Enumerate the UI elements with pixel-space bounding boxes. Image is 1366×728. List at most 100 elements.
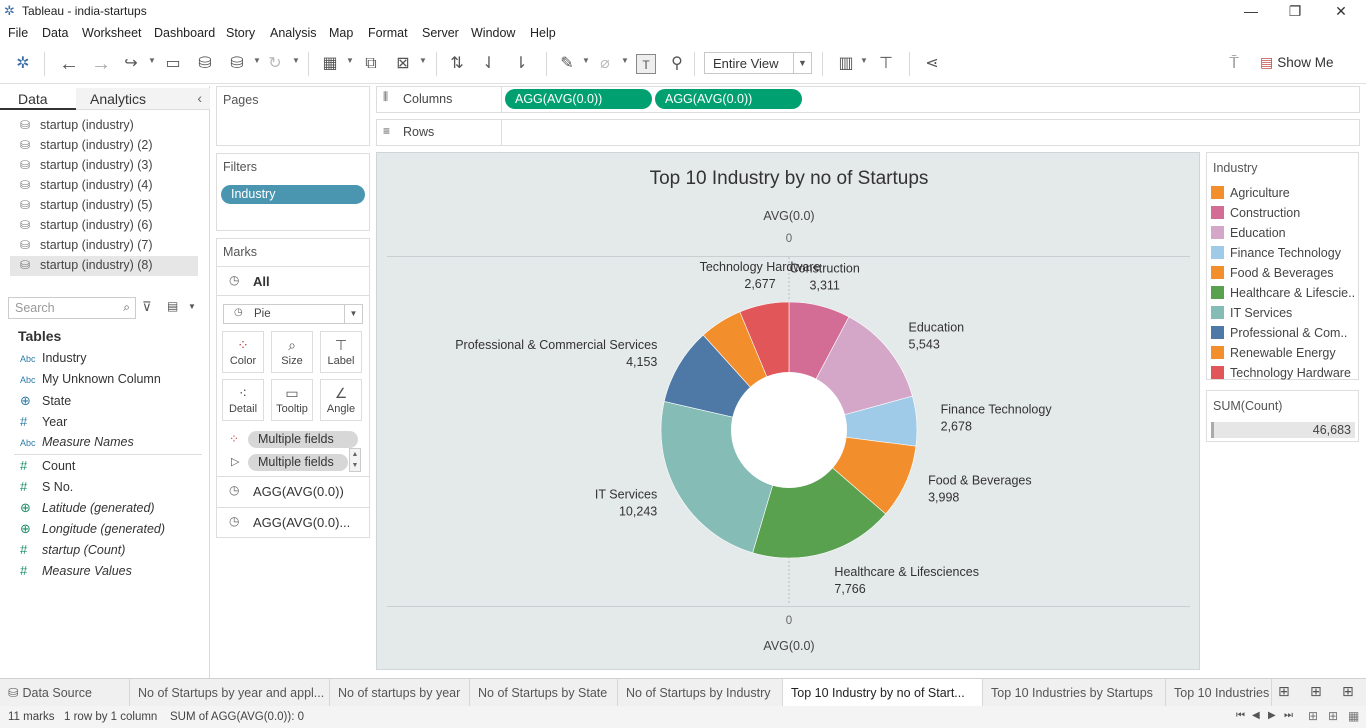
prev-sheet-icon[interactable]: ◀	[1252, 710, 1260, 721]
sort-descending-icon[interactable]: ⇂	[514, 55, 528, 72]
collapse-icon[interactable]: ‹	[197, 90, 202, 106]
tabs-view-icon[interactable]: ▦	[1348, 709, 1360, 723]
tab-analytics[interactable]: Analytics ‹	[76, 88, 210, 110]
legend-item-healthcare[interactable]: Healthcare & Lifescie..	[1211, 283, 1357, 303]
menu-help[interactable]: Help	[530, 26, 556, 40]
show-mark-labels-icon[interactable]: T	[636, 54, 656, 74]
legend-item-education[interactable]: Education	[1211, 223, 1357, 243]
size-button[interactable]: ⌕ Size	[271, 331, 313, 373]
legend-item-agriculture[interactable]: Agriculture	[1211, 183, 1357, 203]
field-measure-values[interactable]: # Measure Values	[20, 563, 132, 581]
menu-server[interactable]: Server	[422, 26, 459, 40]
filter-icon[interactable]: ⊽	[142, 299, 152, 314]
refresh-icon[interactable]: ↻	[268, 55, 282, 72]
tab-sheet[interactable]: Top 10 Industries	[1166, 679, 1272, 707]
pie-chart[interactable]: Construction 3,311 Education 5,543 Finance T…	[377, 153, 1201, 671]
swap-rows-columns-icon[interactable]: ⇅	[450, 55, 464, 72]
field-s-no[interactable]: # S No.	[20, 479, 73, 497]
sorter-view-icon[interactable]: ⊞	[1308, 709, 1319, 723]
marks-layer-1[interactable]: ◷ AGG(AVG(0.0))	[217, 476, 369, 506]
legend-item-food-beverages[interactable]: Food & Beverages	[1211, 263, 1357, 283]
color-field-pill[interactable]: Multiple fields	[248, 431, 358, 448]
show-cards-icon[interactable]: ▥	[838, 55, 854, 72]
datasource-item[interactable]: ⛁ startup (industry) (6)	[20, 218, 153, 236]
share-icon[interactable]: ⋖	[925, 55, 939, 72]
last-sheet-icon[interactable]: ⏭	[1284, 710, 1293, 721]
new-worksheet-icon[interactable]: ⊞	[1278, 683, 1290, 699]
new-datasource-icon[interactable]: ⛁	[198, 55, 212, 72]
color-button[interactable]: ⁘ Color	[222, 331, 264, 373]
datasource-item[interactable]: ⛁ startup (industry) (7)	[20, 238, 153, 256]
color-legend[interactable]: Industry Agriculture Construction Educat…	[1206, 152, 1359, 380]
view-options-icon[interactable]: ▤	[167, 299, 179, 313]
datasource-item[interactable]: ⛁ startup (industry) (4)	[20, 178, 153, 196]
tab-sheet[interactable]: No of Startups by year and appl...	[130, 679, 330, 707]
filter-pill-industry[interactable]: Industry	[221, 185, 365, 204]
field-latitude[interactable]: ⊕ Latitude (generated)	[20, 500, 155, 518]
tab-data-source[interactable]: ⛁ Data Source	[0, 679, 130, 707]
tab-sheet[interactable]: No of Startups by Industry	[618, 679, 783, 707]
save-icon[interactable]: ▭	[165, 55, 181, 72]
field-longitude[interactable]: ⊕ Longitude (generated)	[20, 521, 165, 539]
menu-dashboard[interactable]: Dashboard	[154, 26, 216, 40]
viz-canvas[interactable]: Top 10 Industry by no of Startups AVG(0.…	[376, 152, 1200, 670]
tab-sheet-active[interactable]: Top 10 Industry by no of Start...	[783, 679, 983, 707]
menu-data[interactable]: Data	[42, 26, 69, 40]
tooltip-button[interactable]: ▭ Tooltip	[271, 379, 313, 421]
new-dashboard-icon[interactable]: ⊞	[1310, 683, 1322, 699]
chevron-down-icon[interactable]: ▼	[582, 56, 590, 65]
chevron-down-icon[interactable]: ▼	[148, 56, 156, 65]
duplicate-sheet-icon[interactable]: ⧉	[365, 55, 377, 72]
detail-button[interactable]: ⁖ Detail	[222, 379, 264, 421]
columns-pill-1[interactable]: AGG(AVG(0.0))	[505, 89, 652, 109]
tab-sheet[interactable]: No of Startups by State	[470, 679, 618, 707]
next-sheet-icon[interactable]: ▶	[1268, 710, 1276, 721]
chevron-down-icon[interactable]: ▼	[253, 56, 261, 65]
chevron-down-icon[interactable]: ▼	[346, 56, 354, 65]
chevron-down-icon[interactable]: ▼	[292, 56, 300, 65]
sort-ascending-icon[interactable]: ⇃	[482, 55, 496, 72]
format-painter-icon[interactable]: ⍑	[1229, 55, 1239, 72]
menu-story[interactable]: Story	[226, 26, 256, 40]
marks-layer-2[interactable]: ◷ AGG(AVG(0.0)...	[217, 507, 369, 537]
legend-item-construction[interactable]: Construction	[1211, 203, 1357, 223]
restore-button[interactable]: ❐	[1288, 3, 1302, 19]
datasource-item[interactable]: ⛁ startup (industry) (5)	[20, 198, 153, 216]
first-sheet-icon[interactable]: ⏮	[1236, 710, 1245, 721]
group-members-icon[interactable]: ⌀	[600, 55, 610, 72]
close-button[interactable]: ✕	[1335, 3, 1347, 19]
tab-sheet[interactable]: Top 10 Industries by Startups	[983, 679, 1166, 707]
columns-shelf[interactable]: ⫼ Columns AGG(AVG(0.0)) AGG(AVG(0.0))	[376, 86, 1360, 113]
tab-sheet[interactable]: No of startups by year	[330, 679, 470, 707]
size-legend[interactable]: SUM(Count) 46,683	[1206, 390, 1359, 442]
menu-analysis[interactable]: Analysis	[270, 26, 317, 40]
legend-item-renewable-energy[interactable]: Renewable Energy	[1211, 343, 1357, 363]
filmstrip-view-icon[interactable]: ⊞	[1328, 709, 1339, 723]
field-count[interactable]: # Count	[20, 458, 75, 476]
field-startup-count[interactable]: # startup (Count)	[20, 542, 125, 560]
pages-card[interactable]: Pages	[216, 86, 370, 146]
field-measure-names[interactable]: Abc Measure Names	[20, 435, 134, 453]
replay-icon[interactable]: ↪	[124, 55, 138, 72]
tab-data[interactable]: Data	[0, 88, 76, 110]
pill-scrollbar[interactable]: ▲ ▼	[349, 448, 361, 472]
menu-file[interactable]: File	[8, 26, 29, 40]
field-my-unknown-column[interactable]: Abc My Unknown Column	[20, 372, 161, 390]
search-input[interactable]: Search ⌕	[8, 297, 136, 319]
angle-button[interactable]: ∠ Angle	[320, 379, 362, 421]
field-year[interactable]: # Year	[20, 414, 67, 432]
tableau-home-icon[interactable]: ✲	[16, 55, 30, 72]
minimize-button[interactable]: —	[1244, 3, 1258, 19]
chevron-down-icon[interactable]: ▼	[621, 56, 629, 65]
menu-format[interactable]: Format	[368, 26, 408, 40]
clear-sheet-icon[interactable]: ⊠	[396, 55, 410, 72]
rows-shelf[interactable]: ≡ Rows	[376, 119, 1360, 146]
chevron-down-icon[interactable]: ▼	[188, 302, 196, 311]
menu-worksheet[interactable]: Worksheet	[82, 26, 142, 40]
mark-type-dropdown[interactable]: ◷ Pie ▼	[223, 304, 363, 324]
angle-field-pill[interactable]: Multiple fields	[248, 454, 348, 471]
chevron-down-icon[interactable]: ▼	[419, 56, 427, 65]
legend-item-professional[interactable]: Professional & Com..	[1211, 323, 1357, 343]
fix-axes-icon[interactable]: ⚲	[671, 55, 683, 72]
field-state[interactable]: ⊕ State	[20, 393, 71, 411]
